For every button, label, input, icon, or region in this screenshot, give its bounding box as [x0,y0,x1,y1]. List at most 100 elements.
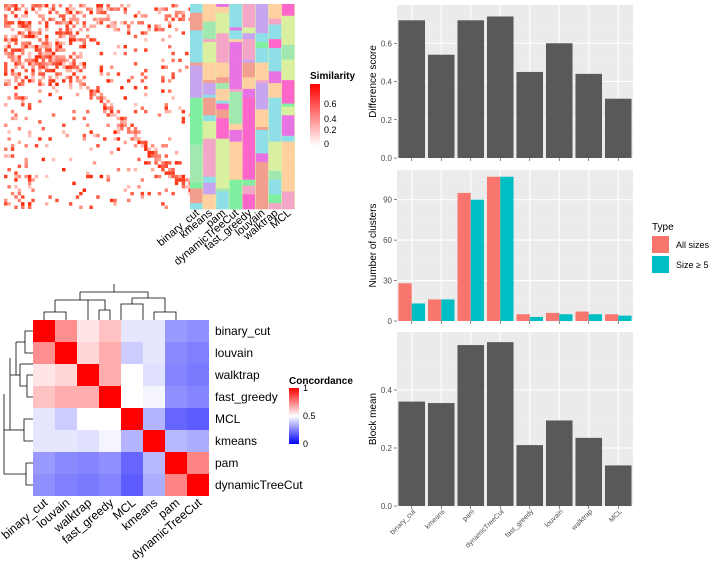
annotation-cell [268,124,282,128]
concordance-left-dendrogram-branch [24,330,33,354]
similarity-cell [109,65,114,69]
annotation-cell [268,24,282,28]
annotation-cell [268,179,282,183]
annotation-cell [203,6,216,11]
annotation-cell [268,45,282,49]
annotation-cell [229,179,242,183]
annotation-cell [242,168,256,172]
similarity-cell [62,130,66,134]
similarity-cell [79,62,83,66]
annotation-cell [203,86,216,90]
similarity-cell [4,123,8,127]
similarity-cell [106,178,110,182]
similarity-cell [17,82,22,86]
annotation-cell [216,124,229,128]
similarity-cell [21,202,25,206]
similarity-cell [174,4,179,8]
similarity-cell [38,7,42,11]
similarity-cell [62,21,66,25]
annotation-cell [216,141,229,145]
annotation-cell [255,100,269,104]
type-legend-label-size5: Size ≥ 5 [676,260,708,270]
similarity-cell [72,181,76,186]
annotation-cell [229,165,242,169]
annotation-cell [281,47,295,52]
similarity-cell [27,27,32,32]
type-legend-swatch-all [652,236,669,253]
annotation-cell [216,156,229,160]
similarity-cell [34,4,39,8]
annotation-cell [190,50,203,55]
similarity-cell [89,89,93,93]
similarity-cell [7,82,11,86]
annotation-cell [229,45,242,49]
similarity-cell [4,21,8,25]
similarity-cell [51,86,56,90]
similarity-cell [168,89,172,93]
annotation-cell [268,71,282,75]
similarity-cell [140,106,145,110]
similarity-cell [72,7,76,11]
similarity-cell [79,68,83,73]
similarity-cell [48,195,52,199]
annotation-cell [203,83,216,87]
similarity-cell [161,164,165,168]
similarity-cell [127,127,131,131]
annotation-cell [216,100,229,104]
similarity-cell [174,14,179,18]
annotation-cell [216,12,229,17]
similarity-cell [51,68,56,73]
similarity-cell [21,65,25,69]
similarity-cell [7,4,11,8]
similarity-cell [144,38,148,42]
concordance-cell [187,342,209,364]
annotation-cell [255,24,269,28]
annotation-cell [255,118,269,122]
annotation-cell [242,156,256,160]
annotation-cell [229,170,242,175]
annotation-cell [229,91,242,96]
similarity-cell [41,14,45,18]
bar-size5-MCL [618,315,632,321]
bar-all-sizes-walktrap [575,311,589,321]
concordance-cell [143,364,165,386]
similarity-cell [51,62,56,66]
annotation-cell [242,21,256,25]
similarity-cell [178,58,182,63]
similarity-cell [62,58,66,63]
similarity-cell [41,51,45,56]
annotation-cell [203,88,216,93]
similarity-cell [24,24,28,28]
annotation-cell [190,88,203,93]
annotation-cell [216,106,229,110]
similarity-cell [55,21,59,25]
annotation-cell [268,115,282,119]
similarity-cell [89,38,93,42]
annotation-cell [242,100,256,104]
similarity-cell [106,106,110,110]
annotation-cell [203,71,216,75]
annotation-cell [255,106,269,110]
annotation-cell [281,71,295,75]
similarity-cell [144,68,148,73]
annotation-cell [268,36,282,40]
similarity-cell [27,79,32,83]
x-tick-label-kmeans: kmeans [424,508,447,531]
similarity-cell [68,27,73,32]
similarity-cell [41,45,45,49]
similarity-cell [150,144,155,148]
similarity-cell [4,48,8,52]
annotation-cell [229,135,242,140]
similarity-cell [106,4,110,8]
similarity-cell [96,21,100,25]
similarity-cell [55,89,59,93]
annotation-cell [203,9,216,14]
similarity-cell [27,181,32,186]
similarity-cell [109,113,114,117]
similarity-cell [147,150,151,155]
similarity-cell [21,34,25,39]
annotation-cell [268,150,282,154]
similarity-cell [92,89,97,93]
annotation-cell [203,4,216,8]
similarity-cell [51,79,56,83]
